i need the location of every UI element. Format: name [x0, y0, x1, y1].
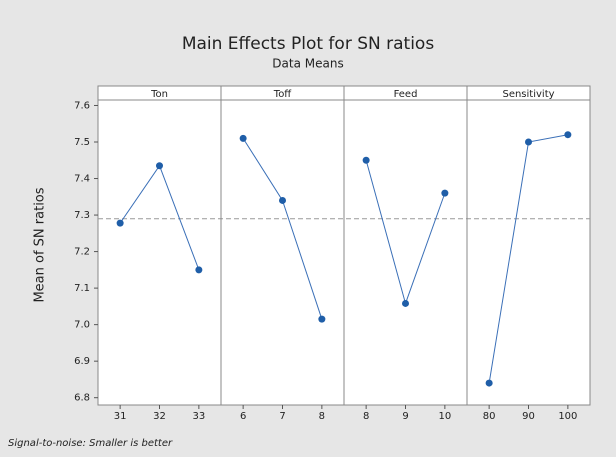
x-tick-label: 32 [153, 411, 166, 422]
x-tick-label: 33 [192, 411, 205, 422]
y-tick-label: 7.1 [74, 283, 90, 294]
y-axis-label: Mean of SN ratios [33, 187, 48, 302]
x-tick-label: 9 [402, 411, 408, 422]
effect-point [239, 134, 247, 142]
effect-point [441, 189, 449, 197]
panel-header: Feed [394, 89, 418, 100]
effect-point [525, 138, 532, 146]
x-tick-label: 10 [438, 411, 451, 422]
y-tick-label: 7.5 [74, 137, 90, 148]
y-tick-label: 7.6 [74, 100, 90, 111]
effect-point [362, 156, 370, 164]
x-tick-label: 31 [114, 411, 127, 422]
effect-point [195, 266, 203, 274]
x-tick-label: 7 [279, 411, 285, 422]
effect-point [156, 162, 163, 170]
x-tick-label: 80 [483, 411, 496, 422]
effect-point [279, 196, 286, 204]
y-tick-label: 6.9 [74, 356, 90, 367]
y-tick-label: 7.2 [74, 247, 90, 258]
effect-point [116, 219, 124, 227]
x-tick-label: 90 [522, 411, 535, 422]
effect-point [318, 315, 326, 323]
y-tick-label: 7.0 [74, 320, 90, 331]
x-tick-label: 6 [240, 411, 246, 422]
y-tick-label: 7.3 [74, 210, 90, 221]
chart-title: Main Effects Plot for SN ratios [182, 34, 435, 54]
effect-point [564, 131, 572, 139]
x-tick-label: 8 [363, 411, 369, 422]
y-tick-label: 7.4 [74, 174, 90, 185]
panel-header: Ton [150, 89, 168, 100]
footnote: Signal-to-noise: Smaller is better [8, 438, 173, 449]
y-tick-label: 6.8 [74, 393, 90, 404]
effect-point [402, 299, 409, 307]
panel-header: Sensitivity [502, 89, 554, 100]
x-tick-label: 8 [319, 411, 325, 422]
effect-point [485, 379, 493, 387]
x-tick-label: 100 [558, 411, 577, 422]
chart-subtitle: Data Means [272, 57, 343, 71]
panel-header: Toff [273, 89, 293, 100]
